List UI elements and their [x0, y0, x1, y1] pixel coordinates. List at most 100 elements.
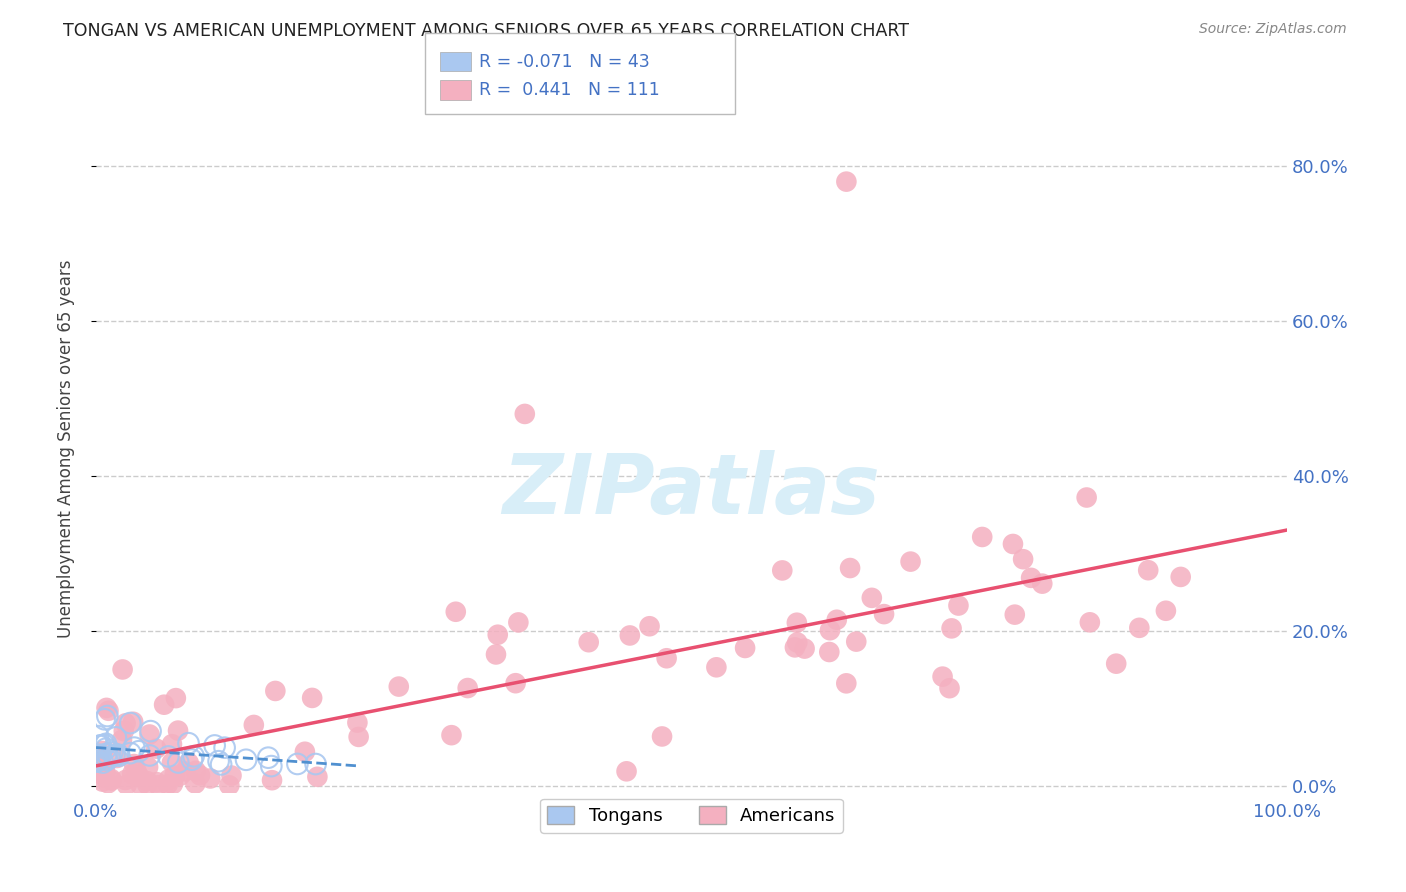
Point [120, 746, 142, 760]
Point [94, 765, 117, 780]
Point [941, 621, 963, 635]
Point [91, 744, 114, 758]
Point [200, 772, 222, 786]
Point [972, 530, 994, 544]
Point [167, 723, 190, 738]
Point [818, 624, 841, 638]
Point [163, 768, 186, 782]
Point [1001, 537, 1024, 551]
Point [157, 749, 180, 764]
Point [578, 635, 600, 649]
Point [87, 764, 110, 779]
Point [157, 772, 180, 787]
Point [162, 777, 184, 791]
Point [97, 776, 120, 790]
Point [873, 607, 896, 621]
Text: R = -0.071   N = 43: R = -0.071 N = 43 [479, 53, 650, 70]
Point [221, 768, 243, 782]
Point [770, 563, 793, 577]
Point [793, 641, 815, 656]
Point [89, 752, 111, 766]
Point [138, 727, 160, 741]
Point [513, 407, 536, 421]
Point [160, 756, 183, 770]
Point [347, 730, 370, 744]
Point [104, 731, 127, 745]
Text: Source: ZipAtlas.com: Source: ZipAtlas.com [1199, 22, 1347, 37]
Point [845, 634, 868, 648]
Point [91, 756, 114, 770]
Point [505, 676, 527, 690]
Point [655, 651, 678, 665]
Point [1154, 604, 1177, 618]
Point [1019, 571, 1042, 585]
Point [346, 715, 368, 730]
Point [1031, 576, 1053, 591]
Point [388, 680, 411, 694]
Point [1105, 657, 1128, 671]
Point [207, 754, 229, 768]
Point [120, 716, 142, 731]
Text: R =  0.441   N = 111: R = 0.441 N = 111 [479, 81, 661, 99]
Point [174, 764, 197, 779]
Point [93, 738, 115, 752]
Point [153, 698, 176, 712]
Point [86, 754, 108, 768]
Point [115, 778, 138, 792]
Point [94, 762, 117, 776]
Point [128, 744, 150, 758]
Point [485, 648, 508, 662]
Point [125, 764, 148, 779]
Point [122, 757, 145, 772]
Point [122, 740, 145, 755]
Point [184, 764, 207, 778]
Point [184, 776, 207, 790]
Point [860, 591, 883, 605]
Point [177, 756, 200, 770]
Point [121, 766, 143, 780]
Point [103, 748, 125, 763]
Point [96, 747, 118, 761]
Point [457, 681, 479, 695]
Point [89, 766, 111, 780]
Point [264, 684, 287, 698]
Point [114, 716, 136, 731]
Point [112, 724, 135, 739]
Point [114, 772, 136, 787]
Point [706, 660, 728, 674]
Point [287, 756, 309, 771]
Point [136, 774, 159, 789]
Point [1076, 491, 1098, 505]
Point [97, 704, 120, 718]
Point [444, 605, 467, 619]
Point [835, 676, 858, 690]
Point [508, 615, 530, 630]
Point [165, 691, 187, 706]
Point [86, 755, 108, 769]
Point [87, 729, 110, 743]
Point [214, 740, 236, 755]
Point [87, 749, 110, 764]
Point [1078, 615, 1101, 630]
Point [209, 757, 232, 772]
Point [931, 670, 953, 684]
Point [301, 690, 323, 705]
Point [90, 739, 112, 753]
Point [294, 745, 316, 759]
Point [1128, 621, 1150, 635]
Point [260, 759, 283, 773]
Point [94, 771, 117, 785]
Point [145, 741, 167, 756]
Point [122, 714, 145, 729]
Point [183, 749, 205, 764]
Point [204, 739, 226, 753]
Point [257, 750, 280, 764]
Point [139, 724, 162, 739]
Point [1137, 563, 1160, 577]
Point [786, 635, 808, 649]
Point [900, 555, 922, 569]
Point [638, 619, 661, 633]
Point [167, 756, 190, 770]
Point [1004, 607, 1026, 622]
Point [129, 778, 152, 792]
